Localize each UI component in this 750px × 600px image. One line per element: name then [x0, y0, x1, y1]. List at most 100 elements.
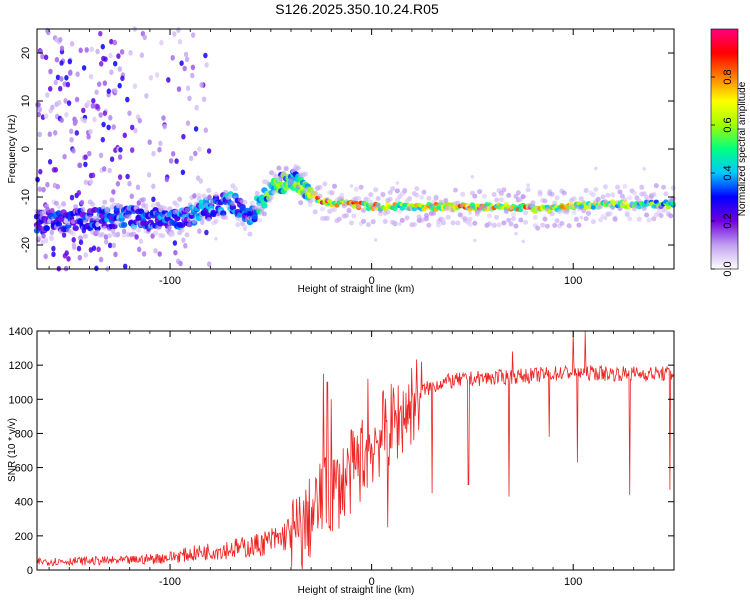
spectrogram-cell [57, 99, 62, 106]
spectrogram-cell [160, 233, 166, 239]
spectrogram-cell [561, 190, 567, 196]
spectrogram-cell [114, 220, 120, 226]
spectrogram-cell [271, 189, 277, 195]
spectrogram-cell [201, 96, 207, 103]
spectrogram-cell [102, 110, 108, 116]
spectrogram-cell [349, 220, 354, 226]
spectrogram-cell [79, 199, 85, 206]
spectrogram-cell [368, 200, 374, 206]
spectrogram-cell [387, 190, 393, 195]
spectrogram-cell [170, 232, 175, 237]
spectrogram-cell [111, 189, 116, 195]
x-tick-label: 100 [564, 576, 582, 588]
spectrogram-cell [385, 209, 391, 215]
spectrogram-cell [50, 104, 55, 111]
spectrogram-cell [142, 34, 147, 41]
spectrogram-cell [515, 190, 521, 196]
spectrogram-cell [141, 251, 147, 257]
spectrogram-cell [36, 111, 41, 118]
spectrogram-cell [90, 103, 96, 109]
spectrogram-cell [103, 234, 109, 240]
spectrogram-cell [453, 187, 458, 193]
colorbar: 0.0 0.2 0.4 0.6 0.8 Normalized spectral ampl… [710, 28, 748, 277]
spectrogram-cell [203, 52, 208, 59]
spectrogram-cell [514, 231, 518, 236]
spectrogram-cell [636, 204, 642, 210]
y-tick-label: 1200 [9, 360, 33, 372]
spectrogram-cell [336, 216, 342, 222]
spectrogram-cell [188, 155, 194, 162]
spectrogram-cell [443, 198, 449, 203]
spectrogram-cell [641, 191, 647, 197]
spectrogram-cell [91, 245, 97, 251]
spectrogram-cell [178, 260, 183, 267]
spectrogram-cell [172, 240, 178, 246]
spectrogram-cell [501, 220, 507, 226]
spectrogram-cell [120, 75, 125, 82]
spectrogram-cell [139, 52, 145, 58]
spectrogram-cell [112, 39, 118, 46]
spectrogram-cell [467, 216, 473, 222]
spectrogram-cell [147, 139, 152, 145]
spectrogram-cell [438, 199, 444, 205]
spectrogram-cell [161, 115, 166, 121]
spectrogram-cell [55, 183, 60, 190]
spectrogram-cell [322, 181, 328, 187]
spectrogram-cell [395, 181, 400, 185]
spectrogram-cell [436, 222, 442, 228]
y-tick-label: 0 [20, 146, 32, 152]
spectrogram-cell [98, 112, 103, 118]
spectrogram-cell [84, 47, 89, 53]
spectrogram-cell [43, 237, 49, 244]
spectrogram-cell [190, 72, 195, 79]
spectrogram-cell [193, 126, 199, 132]
spectrogram-cell [477, 189, 483, 195]
spectrogram-cell [607, 211, 613, 217]
spectrogram-cell [421, 189, 427, 195]
colorbar-tick-label: 0.0 [722, 261, 734, 276]
spectrogram-cell [450, 220, 456, 226]
spectrogram-cell [74, 130, 80, 136]
spectrogram-cell [414, 192, 420, 198]
spectrogram-cell [58, 85, 63, 92]
spectrogram-cell [205, 212, 212, 219]
spectrogram-cell [135, 184, 141, 191]
spectrogram-cell [179, 227, 185, 233]
spectrogram-cell [566, 223, 572, 229]
spectrogram-cell [571, 196, 577, 202]
spectrogram-cell [95, 48, 100, 55]
spectrogram-cell [249, 200, 255, 206]
spectrogram-cell [571, 210, 577, 215]
spectrogram-cell [373, 238, 378, 242]
spectrogram-cell [67, 70, 73, 76]
spectrogram-cell [162, 123, 167, 130]
spectrogram-cell [332, 183, 337, 189]
spectrogram-cell [542, 198, 548, 204]
spectrogram-cell [407, 196, 412, 200]
spectrogram-cell [87, 150, 92, 157]
spectrogram-cell [183, 51, 189, 58]
spectrogram-cell [72, 225, 79, 232]
spectrogram-cell [64, 111, 69, 118]
spectrogram-cell [45, 181, 50, 188]
y-tick-label: -10 [20, 189, 32, 205]
spectrogram-cell [174, 202, 180, 208]
spectrogram-cell [593, 187, 599, 192]
spectrogram-cell [55, 74, 61, 81]
spectrogram-cell [62, 153, 67, 160]
spectrogram-cell [356, 195, 362, 201]
spectrogram-cell [595, 196, 601, 202]
spectrogram-cell [76, 245, 82, 252]
spectrogram-cell [69, 41, 75, 47]
spectrogram-cell [554, 218, 560, 224]
spectrogram-cell [117, 174, 123, 180]
spectrogram-cell [38, 168, 43, 175]
spectrogram-cell [470, 175, 475, 179]
spectrogram-cell [307, 202, 313, 208]
spectrogram-cell [187, 95, 192, 102]
spectrogram-cell [47, 131, 52, 137]
spectrogram-cell [206, 187, 212, 193]
spectrogram-cell [129, 193, 134, 200]
spectrogram-cell [101, 121, 106, 128]
spectrogram-cell [339, 192, 345, 198]
